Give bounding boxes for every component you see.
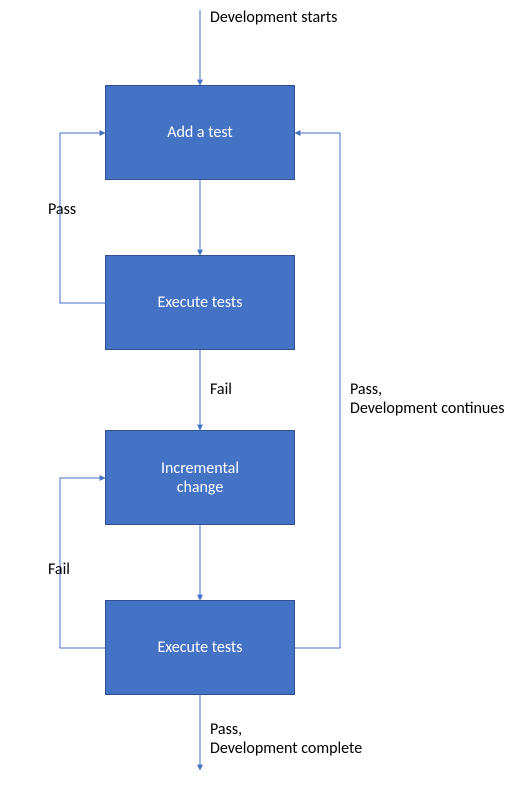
- flowchart-stage: Add a test Execute tests Incremental chang…: [0, 0, 519, 800]
- label-l_pe: Pass, Development complete: [210, 720, 362, 758]
- node-label-ex2: Execute tests: [157, 638, 242, 657]
- node-inc: Incremental change: [105, 430, 295, 525]
- label-l_pc: Pass, Development continues: [350, 380, 505, 418]
- node-ex1: Execute tests: [105, 255, 295, 350]
- label-l_pass1: Pass: [48, 200, 76, 219]
- edge-passcont: [295, 133, 340, 648]
- label-l_fail1: Fail: [210, 380, 232, 399]
- label-l_fail2: Fail: [48, 560, 70, 579]
- node-ex2: Execute tests: [105, 600, 295, 695]
- node-label-ex1: Execute tests: [157, 293, 242, 312]
- node-label-add: Add a test: [167, 123, 233, 142]
- node-label-inc: Incremental change: [161, 459, 239, 497]
- node-add: Add a test: [105, 85, 295, 180]
- label-l_start: Development starts: [210, 8, 337, 27]
